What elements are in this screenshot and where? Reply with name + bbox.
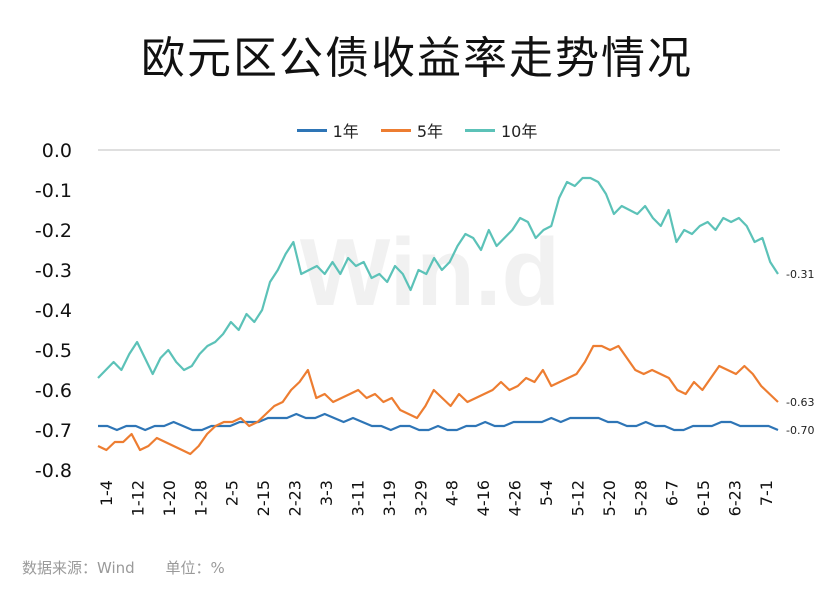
end-label-1: -0.63 [786, 396, 814, 409]
legend-label-1y: 1年 [332, 122, 359, 141]
x-tick-label: 2-5 [223, 480, 242, 506]
x-tick-label: 7-1 [757, 480, 776, 506]
x-tick-label: 3-29 [411, 480, 430, 516]
x-tick-label: 1-28 [191, 480, 210, 516]
legend-swatch-1y [296, 128, 327, 132]
series-line-1 [97, 344, 779, 456]
series-line-2 [97, 176, 779, 379]
x-tick-label: 6-15 [694, 480, 713, 516]
x-tick-label: 1-12 [128, 480, 147, 516]
y-tick-label: -0.8 [35, 460, 72, 482]
y-tick-label: -0.2 [35, 220, 72, 242]
watermark: Win.d [300, 219, 560, 326]
x-tick-label: 3-19 [380, 480, 399, 516]
x-tick-label: 3-3 [317, 480, 336, 506]
series-lines [97, 176, 779, 456]
y-tick-label: -0.6 [35, 380, 72, 402]
x-tick-label: 5-20 [600, 480, 619, 516]
end-label-0: -0.70 [786, 424, 814, 437]
series-line-0 [98, 412, 779, 432]
y-tick-label: -0.7 [35, 420, 72, 442]
x-tick-label: 4-26 [506, 480, 525, 516]
x-tick-label: 5-12 [568, 480, 587, 516]
y-tick-label: 0.0 [42, 140, 72, 162]
x-tick-label: 3-11 [348, 480, 367, 516]
footer: 数据来源：Wind 单位：% [22, 557, 251, 578]
x-tick-label: 2-15 [254, 480, 273, 516]
x-tick-label: 1-20 [160, 480, 179, 516]
legend-label-5y: 5年 [416, 122, 443, 141]
x-tick-label: 2-23 [286, 480, 305, 516]
data-source: 数据来源：Wind [22, 559, 135, 577]
axes: 0.0 -0.1 -0.2 -0.3 -0.4 -0.5 -0.6 -0.7 -0.8 1-4 1-… [35, 140, 780, 516]
x-tick-label: 1-4 [97, 480, 116, 506]
legend-label-10y: 10年 [501, 122, 538, 141]
y-tick-label: -0.4 [35, 300, 72, 322]
end-labels: -0.70 -0.63 -0.31 [786, 268, 814, 437]
legend: 1年 5年 10年 [0, 118, 834, 142]
chart-title: 欧元区公债收益率走势情况 [141, 33, 693, 84]
legend-swatch-5y [380, 128, 411, 132]
x-tick-label: 6-23 [726, 480, 745, 516]
x-tick-label: 6-7 [663, 480, 682, 506]
x-tick-label: 4-8 [443, 480, 462, 506]
legend-item-5y: 5年 [380, 118, 443, 142]
y-tick-label: -0.3 [35, 260, 72, 282]
y-tick-label: -0.5 [35, 340, 72, 362]
legend-item-1y: 1年 [296, 118, 359, 142]
end-label-2: -0.31 [786, 268, 814, 281]
y-tick-label: -0.1 [35, 180, 72, 202]
legend-swatch-10y [465, 128, 495, 132]
x-tick-label: 5-4 [537, 480, 556, 506]
unit-label: 单位：% [165, 559, 225, 577]
x-tick-label: 4-16 [474, 480, 493, 516]
legend-item-10y: 10年 [465, 118, 537, 142]
x-tick-label: 5-28 [631, 480, 650, 516]
